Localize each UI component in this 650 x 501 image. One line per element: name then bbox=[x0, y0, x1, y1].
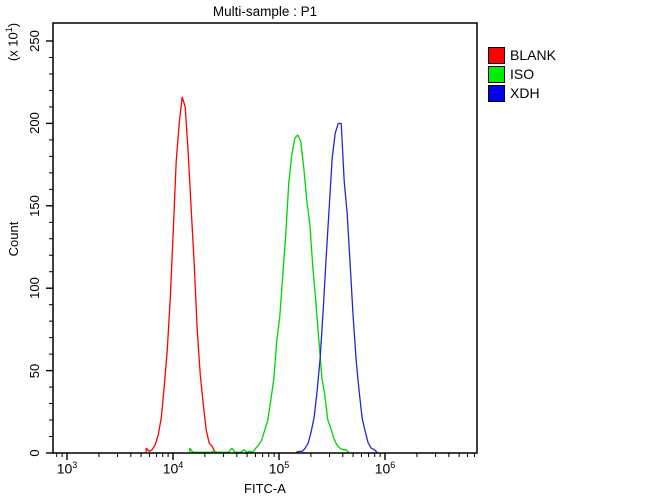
x-tick-label: 106 bbox=[374, 460, 396, 477]
chart-title: Multi-sample : P1 bbox=[212, 4, 318, 19]
legend-item-xdh: XDH bbox=[488, 85, 556, 102]
curve-xdh bbox=[296, 122, 378, 453]
legend-swatch-iso bbox=[488, 66, 505, 83]
x-tick-label: 105 bbox=[268, 460, 290, 477]
x-tick-label: 103 bbox=[56, 460, 78, 477]
y-tick-label: 100 bbox=[27, 277, 42, 300]
legend: BLANK ISO XDH bbox=[488, 47, 556, 104]
legend-label: ISO bbox=[510, 66, 535, 82]
curve-blank bbox=[145, 96, 219, 453]
y-tick-label: 50 bbox=[27, 363, 42, 378]
legend-label: XDH bbox=[510, 85, 540, 101]
plot-frame bbox=[52, 22, 478, 454]
legend-swatch-xdh bbox=[488, 85, 505, 102]
y-axis-unit-exponent: 1 bbox=[4, 27, 14, 33]
curve-iso bbox=[189, 134, 350, 453]
y-tick-label: 150 bbox=[27, 194, 42, 217]
x-tick-label: 104 bbox=[162, 460, 184, 477]
legend-label: BLANK bbox=[510, 47, 556, 63]
legend-item-iso: ISO bbox=[488, 66, 556, 83]
y-tick-label: 200 bbox=[27, 112, 42, 135]
y-axis-unit-label: (x 101) bbox=[1, 7, 21, 77]
y-axis-unit-prefix: (x 10 bbox=[5, 32, 21, 62]
legend-swatch-blank bbox=[488, 47, 505, 64]
legend-item-blank: BLANK bbox=[488, 47, 556, 64]
y-axis-title: Count bbox=[6, 221, 21, 257]
y-axis-unit-suffix: ) bbox=[5, 22, 21, 28]
y-tick-label: 0 bbox=[27, 449, 42, 457]
y-tick-label: 250 bbox=[27, 30, 42, 52]
x-axis-title: FITC-A bbox=[244, 481, 286, 496]
